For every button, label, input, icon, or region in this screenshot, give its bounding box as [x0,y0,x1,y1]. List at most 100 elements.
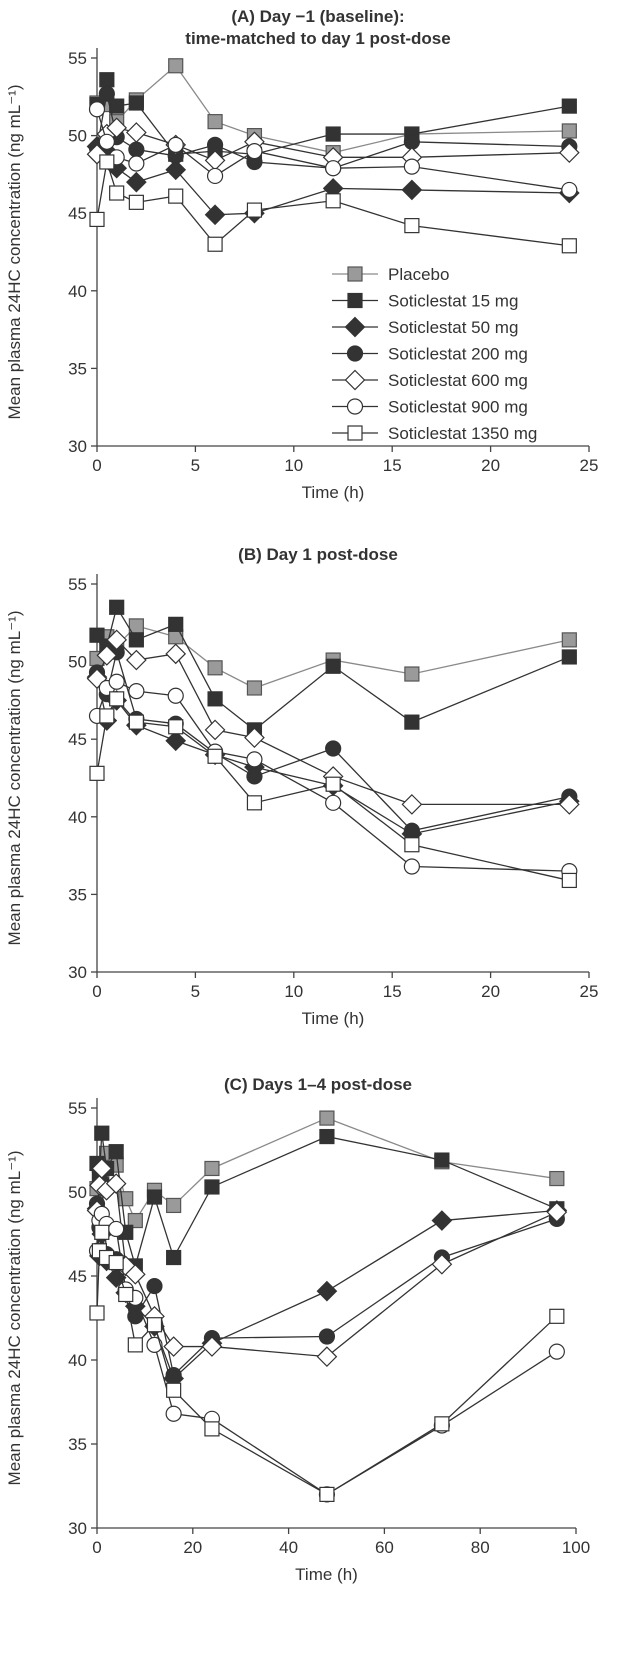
x-tick-label: 10 [284,456,303,475]
data-point [325,740,342,757]
data-point [167,687,184,704]
panel-b: (B) Day 1 post-dose 30 35 40 45 50 55 0 5 10 15 20 2… [5,545,598,1028]
data-point [246,768,263,785]
data-point [546,1201,568,1223]
series-soticlestat-1350-mg [89,154,577,254]
legend-marker [346,398,364,415]
data-point [168,188,184,204]
legend-marker [347,266,363,282]
legend-marker [344,369,366,391]
chart-title: (B) Day 1 post-dose [238,545,398,564]
data-point [319,1486,335,1503]
series-soticlestat-15-mg [89,599,577,738]
data-point [108,1254,124,1271]
x-axis-label: Time (h) [302,1009,365,1028]
data-point [204,204,226,226]
y-tick-label: 55 [68,49,87,68]
data-point [168,719,184,735]
series-line [96,93,570,169]
legend-item: Soticlestat 600 mg [332,369,528,391]
data-point [207,114,223,130]
x-tick-label: 25 [580,982,599,1001]
data-point [434,1416,450,1432]
series-line [96,638,570,806]
data-point [431,1253,453,1275]
data-point [561,123,577,139]
data-point [99,708,115,724]
x-tick-label: 15 [383,982,402,1001]
x-tick-label: 20 [481,982,500,1001]
data-point [128,632,144,648]
data-point [319,1128,335,1145]
x-tick-label: 5 [191,982,200,1001]
data-point [128,714,144,730]
data-point [325,126,341,142]
legend-item: Soticlestat 900 mg [332,398,528,417]
legend-label: Placebo [388,265,449,284]
x-tick-label: 0 [92,982,101,1001]
data-point [316,1280,338,1302]
data-point [558,142,580,164]
data-point [204,719,226,741]
data-point [166,1249,182,1266]
legend: Placebo Soticlestat 15 mg Soticlestat 50 m… [332,265,537,443]
legend-item: Soticlestat 1350 mg [332,424,537,443]
x-tick-label: 100 [562,1538,590,1557]
data-point [108,1144,124,1160]
data-point [128,194,144,210]
data-point [94,1224,110,1240]
data-point [163,1336,184,1357]
data-point [561,872,577,889]
series-soticlestat-900-mg [88,101,578,199]
series-placebo [89,1110,565,1229]
data-point [404,666,420,682]
data-point [325,193,341,209]
data-point [128,155,145,172]
data-point [246,680,263,696]
data-point [146,1189,163,1205]
data-point [167,136,184,154]
data-point [561,98,577,114]
data-point [165,643,187,665]
data-point [98,133,115,150]
x-tick-label: 20 [481,456,500,475]
data-point [94,1125,110,1141]
y-tick-label: 35 [68,885,87,904]
data-point [201,1336,223,1357]
panel-c: (C) Days 1–4 post-dose 30 35 40 45 50 55 0 20 40 6… [5,1075,590,1584]
data-point [548,1343,565,1360]
data-point [146,1277,163,1295]
data-point [401,794,423,815]
legend-item: Soticlestat 200 mg [332,345,528,364]
data-point [99,154,115,170]
data-point [561,238,577,254]
x-tick-label: 0 [92,456,101,475]
data-point [404,837,420,853]
data-point [316,1346,338,1367]
data-point [403,158,420,175]
data-point [207,236,223,252]
data-point [561,632,577,648]
series-line [96,161,570,247]
data-point [561,649,577,665]
legend-item: Placebo [332,265,449,284]
data-point [204,1179,220,1195]
data-point [146,1317,163,1333]
y-tick-label: 40 [68,282,87,301]
data-point [165,730,187,752]
data-point [166,1382,182,1398]
data-point [325,776,341,792]
data-point [89,1305,105,1321]
data-point [246,795,263,811]
data-point [124,1263,146,1285]
series-soticlestat-900-mg [88,673,578,880]
data-point [128,141,145,158]
data-point [325,160,342,177]
x-tick-label: 20 [183,1538,202,1557]
x-tick-label: 0 [92,1538,101,1557]
x-tick-label: 5 [191,456,200,475]
data-point [98,85,115,102]
data-point [165,1367,182,1384]
data-point [106,629,128,651]
